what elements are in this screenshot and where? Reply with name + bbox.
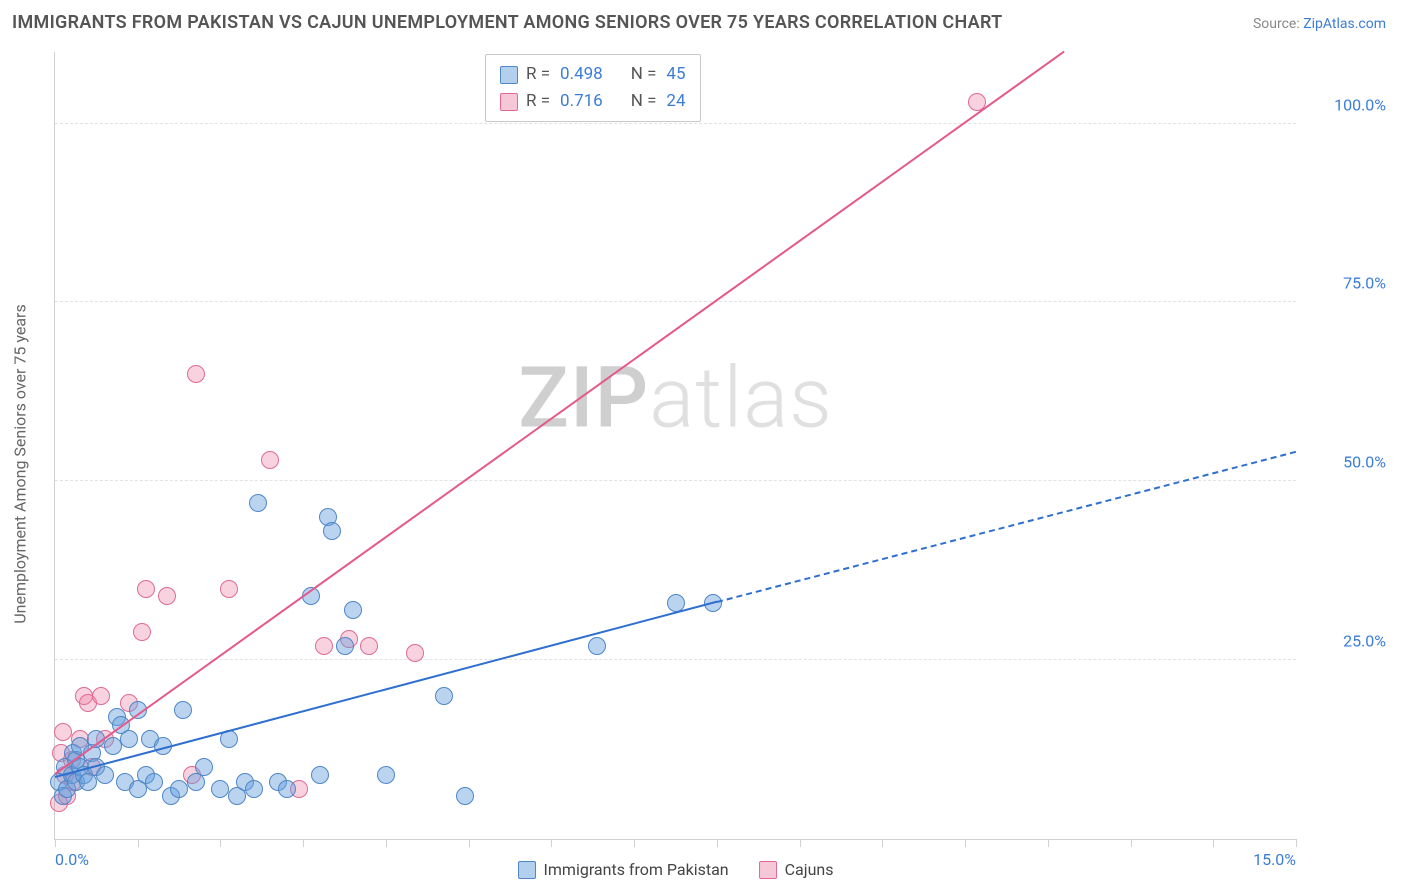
y-tick-label: 25.0% bbox=[1306, 632, 1386, 651]
scatter-point-blue bbox=[278, 780, 296, 798]
scatter-point-pink bbox=[187, 365, 205, 383]
chart-container: Unemployment Among Seniors over 75 years… bbox=[34, 46, 1394, 882]
scatter-point-pink bbox=[133, 623, 151, 641]
x-tick bbox=[965, 839, 966, 847]
r-value-1: 0.498 bbox=[560, 61, 603, 88]
r-label-2: R = bbox=[526, 88, 550, 115]
x-tick bbox=[551, 839, 552, 847]
scatter-point-pink bbox=[54, 723, 72, 741]
chart-header: IMMIGRANTS FROM PAKISTAN VS CAJUN UNEMPL… bbox=[0, 0, 1406, 41]
legend-row-series1: R = 0.498 N = 45 bbox=[500, 61, 686, 88]
trendline-blue bbox=[55, 601, 717, 778]
gridline bbox=[55, 659, 1296, 660]
y-tick-label: 75.0% bbox=[1306, 274, 1386, 293]
scatter-point-blue bbox=[145, 773, 163, 791]
watermark: ZIPatlas bbox=[518, 349, 833, 448]
legend-series: Immigrants from Pakistan Cajuns bbox=[518, 860, 834, 879]
scatter-point-pink bbox=[137, 580, 155, 598]
x-tick bbox=[138, 839, 139, 847]
scatter-point-blue bbox=[195, 758, 213, 776]
scatter-point-blue bbox=[170, 780, 188, 798]
scatter-point-pink bbox=[406, 644, 424, 662]
scatter-point-blue bbox=[456, 787, 474, 805]
legend-correlation: R = 0.498 N = 45 R = 0.716 N = 24 bbox=[485, 54, 701, 122]
x-tick bbox=[717, 839, 718, 847]
scatter-point-pink bbox=[158, 587, 176, 605]
trendline-pink bbox=[54, 50, 1065, 774]
source-link[interactable]: ZipAtlas.com bbox=[1303, 16, 1386, 32]
scatter-point-pink bbox=[92, 687, 110, 705]
swatch-pink-icon bbox=[759, 861, 777, 879]
legend-row-series2: R = 0.716 N = 24 bbox=[500, 88, 686, 115]
x-tick-label: 0.0% bbox=[55, 850, 89, 869]
r-label: R = bbox=[526, 61, 550, 88]
x-tick bbox=[469, 839, 470, 847]
scatter-point-blue bbox=[311, 766, 329, 784]
legend-item-pink: Cajuns bbox=[759, 860, 834, 879]
scatter-point-blue bbox=[249, 494, 267, 512]
scatter-point-blue bbox=[344, 601, 362, 619]
x-tick-label: 15.0% bbox=[1253, 850, 1296, 869]
n-label-2: N = bbox=[631, 88, 657, 115]
x-tick bbox=[882, 839, 883, 847]
scatter-point-blue bbox=[96, 766, 114, 784]
n-value-1: 45 bbox=[666, 61, 685, 88]
scatter-point-blue bbox=[435, 687, 453, 705]
x-tick bbox=[303, 839, 304, 847]
n-value-2: 24 bbox=[666, 88, 685, 115]
x-tick bbox=[1213, 839, 1214, 847]
x-tick bbox=[1131, 839, 1132, 847]
scatter-point-pink bbox=[261, 451, 279, 469]
chart-title: IMMIGRANTS FROM PAKISTAN VS CAJUN UNEMPL… bbox=[12, 12, 1003, 33]
n-label: N = bbox=[631, 61, 657, 88]
legend-item-blue: Immigrants from Pakistan bbox=[518, 860, 729, 879]
scatter-point-blue bbox=[336, 637, 354, 655]
gridline bbox=[55, 301, 1296, 302]
x-tick bbox=[634, 839, 635, 847]
scatter-point-blue bbox=[104, 737, 122, 755]
x-tick bbox=[800, 839, 801, 847]
x-tick bbox=[386, 839, 387, 847]
scatter-point-blue bbox=[211, 780, 229, 798]
scatter-point-blue bbox=[377, 766, 395, 784]
scatter-point-blue bbox=[174, 701, 192, 719]
scatter-point-blue bbox=[245, 780, 263, 798]
swatch-blue-icon bbox=[518, 861, 536, 879]
scatter-point-pink bbox=[315, 637, 333, 655]
x-tick bbox=[1048, 839, 1049, 847]
source-label: Source: bbox=[1253, 16, 1303, 32]
r-value-2: 0.716 bbox=[560, 88, 603, 115]
scatter-point-pink bbox=[220, 580, 238, 598]
gridline bbox=[55, 480, 1296, 481]
watermark-atlas: atlas bbox=[649, 349, 833, 448]
plot-area: ZIPatlas R = 0.498 N = 45 R = 0.716 N = … bbox=[54, 52, 1296, 840]
swatch-blue-icon bbox=[500, 66, 518, 84]
scatter-point-pink bbox=[360, 637, 378, 655]
gridline bbox=[55, 123, 1296, 124]
y-tick-label: 100.0% bbox=[1306, 95, 1386, 114]
scatter-point-blue bbox=[588, 637, 606, 655]
trendline-blue-extrapolated bbox=[717, 451, 1297, 603]
scatter-point-blue bbox=[323, 522, 341, 540]
x-tick bbox=[55, 839, 56, 847]
series1-label: Immigrants from Pakistan bbox=[544, 860, 729, 879]
scatter-point-blue bbox=[120, 730, 138, 748]
source-attribution: Source: ZipAtlas.com bbox=[1253, 13, 1386, 32]
x-tick bbox=[1296, 839, 1297, 847]
series2-label: Cajuns bbox=[785, 860, 834, 879]
swatch-pink-icon bbox=[500, 93, 518, 111]
y-axis-title: Unemployment Among Seniors over 75 years bbox=[11, 304, 30, 623]
x-tick bbox=[220, 839, 221, 847]
y-tick-label: 50.0% bbox=[1306, 453, 1386, 472]
